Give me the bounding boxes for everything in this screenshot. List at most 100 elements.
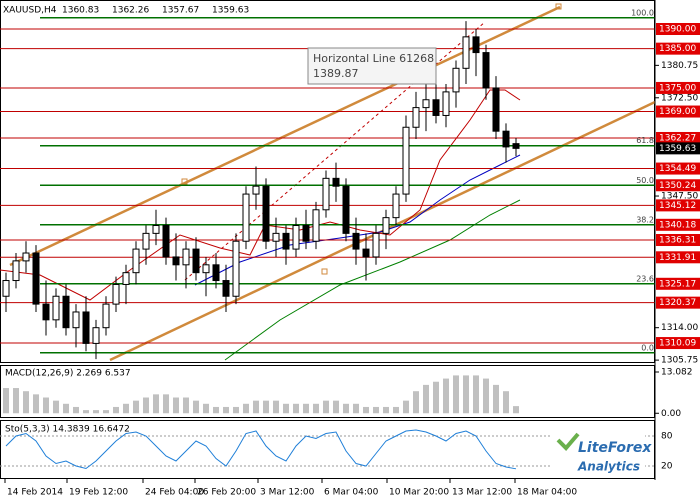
macd-bar [123,403,129,414]
time-label: 13 Mar 12:00 [452,488,512,498]
fib-label: 61.8 [636,136,654,145]
candle-body [352,232,360,250]
candle-body [82,311,90,344]
candle-body [72,311,80,329]
tooltip: Horizontal Line 61268 1389.87 [307,47,437,85]
macd-bar [303,403,309,414]
price-box [656,23,700,36]
candle-body [302,225,310,242]
header-close: 1359.63 [212,6,249,16]
price-box [656,42,700,55]
macd-bar [93,410,99,414]
price-box-label: 1325.17 [659,279,696,289]
macd-bar [63,403,69,414]
candle-body [32,252,40,305]
channel-handle [181,178,188,185]
macd-bar [173,397,179,414]
macd-bar [73,406,79,414]
candle-body [312,209,320,242]
time-label: 24 Feb 04:00 [145,488,204,498]
time-label: 6 Mar 04:00 [324,488,379,498]
macd-bar [443,378,449,414]
candle-body [332,177,340,187]
macd-bar [113,406,119,414]
price-label: 1347.50 [661,192,698,202]
macd-bar [433,381,439,414]
candle-body [62,295,70,329]
logo-icon [556,432,580,451]
macd-bar [133,400,139,414]
candle-body [182,248,190,266]
candle-body [42,303,50,321]
current-price-label: 1359.63 [659,144,696,154]
candle-body [142,232,150,250]
fib-label: 0.0 [641,343,654,352]
candle-body [272,232,280,242]
macd-bar [453,375,459,414]
macd-bar [293,403,299,414]
macd-bar [83,410,89,414]
fib-label: 23.6 [636,274,654,283]
candle-body [172,256,180,266]
price-box-label: 1354.49 [659,164,696,174]
header-open: 1360.83 [62,6,99,16]
candle-body [262,185,270,242]
macd-bar [393,406,399,414]
price-box [656,105,700,118]
logo: LiteForex Analytics [550,430,652,474]
candle-body [2,280,10,297]
candle-body [52,295,60,321]
macd-bar [493,384,499,414]
header-symbol: XAUUSD,H4 [3,6,57,16]
candle-body [112,283,120,305]
macd-bar [423,384,429,414]
candle-body [422,99,430,109]
macd-bar [143,397,149,414]
price-box [656,131,700,144]
tooltip-box [307,47,437,85]
candle-body [462,36,470,69]
macd-bar [53,400,59,414]
macd-bar [153,394,159,414]
price-box [656,162,700,175]
price-box [656,251,700,264]
macd-bar [253,400,259,414]
price-label: 1380.75 [661,61,698,71]
macd-bar [163,394,169,414]
time-label: 19 Feb 12:00 [69,488,128,498]
price-box-label: 1385.00 [659,44,696,54]
channel-handle [321,268,328,275]
time-label: 10 Mar 20:00 [389,488,449,498]
candle-body [502,130,510,148]
price-panel: 100.0 61.8 50.0 38.2 23.6 0.0 [0,0,656,363]
candle-body [372,232,380,258]
price-box [656,234,700,247]
macd-title: MACD(12,26,9) 2.269 6.537 [5,369,131,379]
candle-body [382,217,390,234]
macd-bar [103,410,109,414]
candle-body [252,185,260,195]
candle-body [432,99,440,116]
time-label: 14 Feb 2014 [7,488,63,498]
macd-bar [263,400,269,414]
moving-average-green [224,199,521,361]
price-box [656,81,700,94]
macd-bar [43,397,49,414]
candle-body [192,248,200,274]
candle-body [362,248,370,258]
macd-bar [503,391,509,414]
macd-bar [383,406,389,414]
macd-bar [373,406,379,414]
candle-body [442,91,450,116]
price-box [656,218,700,231]
candle-body [492,87,500,132]
candle-body [342,185,350,234]
price-box-label: 1310.09 [659,339,696,349]
candle-body [152,225,160,234]
time-label: 26 Feb 20:00 [197,488,256,498]
stochastic-title: Sto(5,3,3) 14.3839 16.6472 [5,425,130,435]
logo-name: LiteForex [578,440,652,456]
macd-bar [513,406,519,414]
candle-body [92,327,100,344]
